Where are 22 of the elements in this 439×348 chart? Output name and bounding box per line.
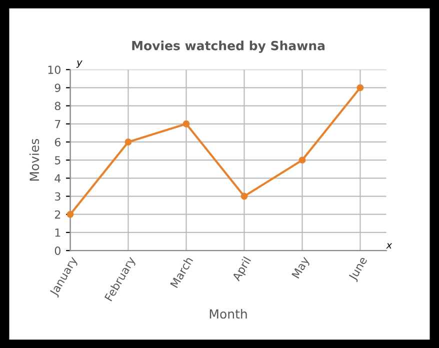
x-axis-title: Month (210, 308, 247, 319)
point (356, 84, 364, 92)
y-tick-label: 3 (54, 192, 60, 201)
point (124, 138, 132, 146)
annotation: x (386, 243, 392, 249)
text: y (76, 60, 82, 68)
y-tick-label: 6 (54, 138, 61, 146)
chart-title: Movies watched by Shawna (132, 40, 325, 53)
y-tick-label: 7 (55, 120, 60, 128)
y-tick-label: 5 (55, 156, 60, 164)
point (66, 210, 74, 218)
y-tick-label: 0 (54, 246, 60, 255)
y-tick-label: 2 (54, 210, 60, 219)
y-axis-title: Movies (29, 138, 40, 181)
y-tick-label: 4 (54, 174, 61, 182)
point (298, 156, 306, 164)
y-tick-label: 8 (54, 102, 60, 110)
y-tick-label: 10 (48, 66, 60, 74)
point (240, 192, 248, 200)
y-tick-label: 1 (55, 228, 60, 237)
y-tick-label: 9 (54, 84, 60, 92)
point (182, 120, 190, 128)
